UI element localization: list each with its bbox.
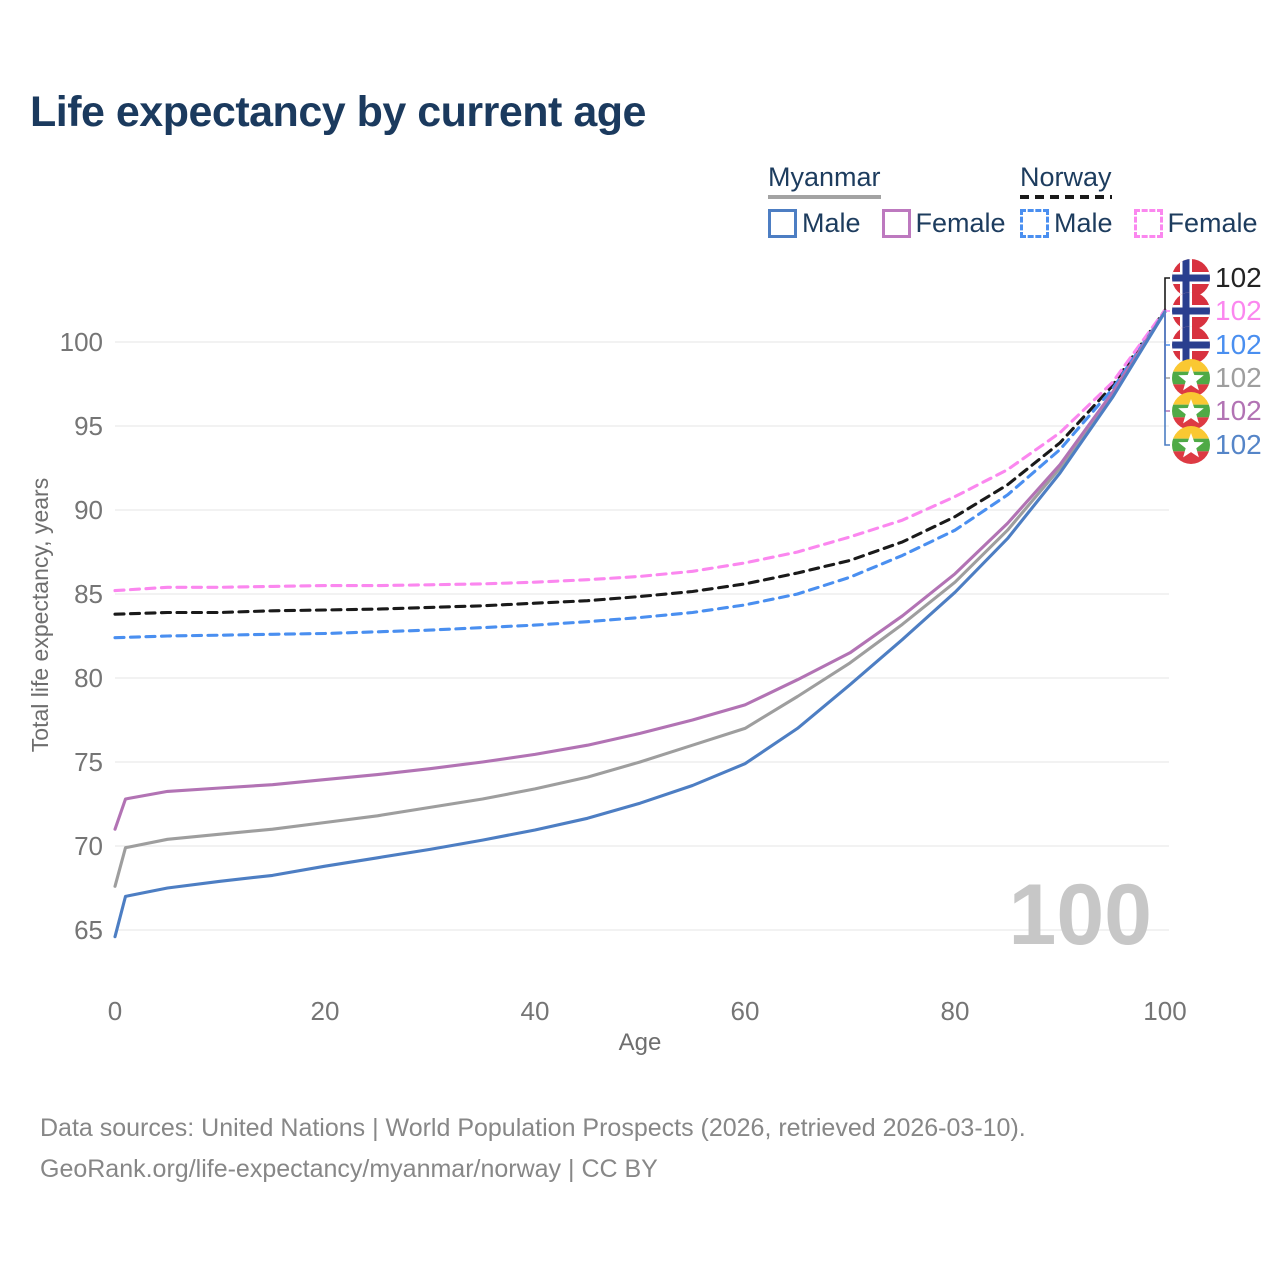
legend-items-norway: Male Female <box>1020 208 1279 239</box>
y-tick-95: 95 <box>74 411 103 441</box>
x-tick-20: 20 <box>311 996 340 1026</box>
legend-swatch-norway-male <box>1020 209 1049 238</box>
legend-group-myanmar: Myanmar Male Female <box>768 162 1027 239</box>
legend-label-norway-male: Male <box>1054 208 1113 238</box>
y-tick-80: 80 <box>74 663 103 693</box>
y-tick-75: 75 <box>74 747 103 777</box>
leader-line-myanmar-male <box>1164 310 1170 446</box>
series-line-myanmar-both <box>113 310 1167 888</box>
legend-line-sample-myanmar <box>768 195 881 199</box>
legend-country-myanmar[interactable]: Myanmar <box>768 162 881 192</box>
series-line-norway-male <box>113 310 1167 640</box>
series-line-myanmar-female <box>113 310 1167 831</box>
age-watermark: 100 <box>1009 867 1153 963</box>
legend-items-myanmar: Male Female <box>768 208 1027 239</box>
legend-label-norway-female: Female <box>1167 208 1258 238</box>
series-line-norway-both <box>113 308 1167 616</box>
y-tick-90: 90 <box>74 495 103 525</box>
myanmar-flag-icon <box>1172 392 1210 430</box>
end-value-label-norway-both: 102 <box>1215 262 1262 293</box>
x-tick-80: 80 <box>941 996 970 1026</box>
legend-item-myanmar-female[interactable]: Female <box>881 208 1006 239</box>
legend-item-myanmar-male[interactable]: Male <box>768 208 861 239</box>
legend-item-norway-male[interactable]: Male <box>1020 208 1113 239</box>
footer-attribution: GeoRank.org/life-expectancy/myanmar/norw… <box>40 1155 658 1183</box>
x-tick-60: 60 <box>731 996 760 1026</box>
page-title: Life expectancy by current age <box>30 88 646 136</box>
legend-swatch-myanmar-female <box>881 209 911 238</box>
y-tick-85: 85 <box>74 579 103 609</box>
legend-label-myanmar-female: Female <box>915 208 1006 238</box>
myanmar-flag-icon <box>1172 426 1210 464</box>
myanmar-flag-icon <box>1172 359 1210 397</box>
legend-item-norway-female[interactable]: Female <box>1133 208 1258 239</box>
chart-footer: Data sources: United Nations | World Pop… <box>40 1108 1026 1190</box>
series-line-myanmar-male <box>113 310 1167 939</box>
x-tick-40: 40 <box>521 996 550 1026</box>
x-tick-100: 100 <box>1143 996 1186 1026</box>
norway-flag-icon <box>1172 259 1210 297</box>
end-value-label-myanmar-female: 102 <box>1215 395 1262 426</box>
leader-line-norway-both <box>1164 277 1170 311</box>
end-value-label-norway-female: 102 <box>1215 295 1262 326</box>
footer-data-sources: Data sources: United Nations | World Pop… <box>40 1114 1026 1142</box>
legend-swatch-norway-female <box>1133 209 1163 238</box>
legend-group-norway: Norway Male Female <box>1020 162 1279 239</box>
norway-flag-icon <box>1172 326 1210 364</box>
end-value-label-myanmar-male: 102 <box>1215 429 1262 460</box>
legend-country-norway[interactable]: Norway <box>1020 162 1112 192</box>
y-tick-65: 65 <box>74 915 103 945</box>
legend-swatch-myanmar-male <box>768 209 797 238</box>
y-tick-100: 100 <box>60 327 103 357</box>
end-value-label-myanmar-both: 102 <box>1215 362 1262 393</box>
legend-label-myanmar-male: Male <box>802 208 861 238</box>
legend-line-sample-norway <box>1020 195 1112 199</box>
x-axis-title: Age <box>619 1029 662 1056</box>
series-line-norway-female <box>113 308 1167 593</box>
end-value-label-norway-male: 102 <box>1215 329 1262 360</box>
y-axis-title: Total life expectancy, years <box>27 478 53 752</box>
norway-flag-icon <box>1172 292 1210 330</box>
y-tick-70: 70 <box>74 831 103 861</box>
x-tick-0: 0 <box>108 996 122 1026</box>
